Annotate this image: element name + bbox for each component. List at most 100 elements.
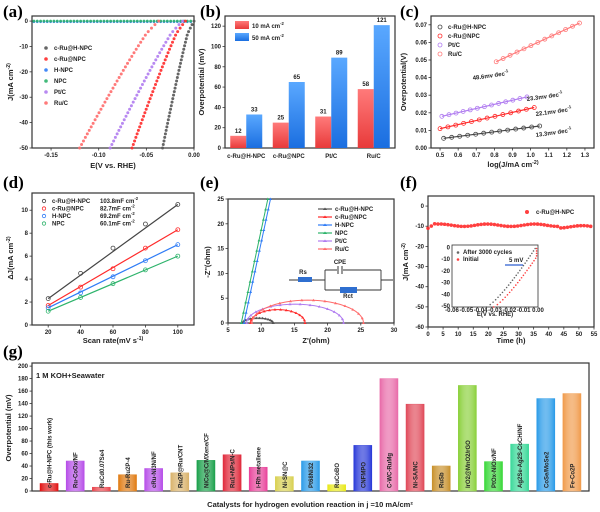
data-point <box>334 301 338 305</box>
data-point <box>568 224 573 229</box>
inset-data-point <box>507 284 510 286</box>
category-label: RuCd0.07Se4 <box>100 449 106 488</box>
bar <box>272 122 289 148</box>
data-point <box>169 44 173 48</box>
inset-data-point <box>534 247 536 250</box>
data-point <box>152 61 156 65</box>
x-tick-label: 0.00 <box>188 153 200 159</box>
data-point <box>245 321 249 324</box>
x-tick-label: -0.15 <box>44 153 58 159</box>
legend-marker <box>44 68 48 72</box>
data-point <box>449 223 454 227</box>
data-point <box>159 68 163 72</box>
data-point <box>109 90 113 94</box>
data-point <box>343 304 347 308</box>
data-point <box>521 46 527 52</box>
data-point <box>469 224 473 228</box>
data-point <box>175 253 181 259</box>
data-point <box>52 19 56 23</box>
data-point <box>137 90 141 94</box>
data-point <box>562 225 566 230</box>
data-point <box>168 111 172 115</box>
bar-value-label: 33 <box>251 107 258 113</box>
data-point <box>135 132 139 136</box>
data-point <box>112 139 116 143</box>
y-tick-label: 180 <box>18 377 29 383</box>
data-point <box>81 139 85 143</box>
category-label: RuCoBO <box>335 463 341 488</box>
legend-marker <box>323 247 327 250</box>
fit-line <box>441 96 528 117</box>
data-point <box>149 26 153 30</box>
data-point <box>570 23 575 29</box>
data-point <box>251 280 255 283</box>
bar-highlight <box>196 460 215 491</box>
data-point <box>500 56 506 61</box>
inset-data-point <box>529 264 532 267</box>
inset-data-point <box>510 289 513 291</box>
data-point <box>166 37 170 41</box>
y-tick-label: -50 <box>415 305 424 311</box>
y-tick-label: -60 <box>415 325 424 331</box>
data-point <box>503 99 509 105</box>
data-point <box>136 44 140 48</box>
panel-label: (g) <box>3 342 23 361</box>
data-point <box>134 135 138 139</box>
category-label: CoSe/MoSe2 <box>544 451 550 488</box>
data-point <box>139 121 143 125</box>
data-point <box>177 68 181 72</box>
data-point <box>165 125 169 129</box>
inset-data-point <box>505 286 508 289</box>
inset-data-point <box>520 267 523 269</box>
x-tick-label: 10 <box>258 328 265 334</box>
data-point <box>128 58 132 62</box>
inset-x-tick: -0.03 <box>488 308 502 314</box>
data-point <box>162 44 166 48</box>
resistor-rct <box>340 287 357 293</box>
resistor-rs <box>298 277 312 282</box>
x-tick-label: 55 <box>591 332 598 338</box>
y-tick-label: 0.05 <box>415 58 427 64</box>
data-point <box>436 222 440 226</box>
data-point <box>489 102 494 108</box>
data-point <box>537 123 543 129</box>
data-point <box>115 132 119 136</box>
category-label: IrO2@MnO2/rGO <box>466 440 472 488</box>
bar-highlight <box>170 472 189 491</box>
inset-data-point <box>515 274 518 277</box>
data-point <box>124 114 128 118</box>
plot-frame <box>427 195 595 328</box>
data-point <box>93 118 97 122</box>
y-tick-label: 4 <box>25 277 29 283</box>
data-point <box>271 321 275 324</box>
data-point <box>273 308 277 311</box>
data-point <box>147 100 151 104</box>
plot-frame <box>31 15 195 149</box>
inset-data-point <box>531 252 533 255</box>
y-tick-label: 6 <box>25 254 29 260</box>
slope-annotation: 48.6mv dec-1 <box>472 68 510 82</box>
data-point <box>555 224 560 229</box>
data-point <box>251 316 255 320</box>
data-point <box>565 225 570 230</box>
data-point <box>446 222 450 227</box>
data-point <box>45 305 51 311</box>
x-tick-label: 0.7 <box>472 153 481 159</box>
plot-frame <box>224 15 396 149</box>
data-point <box>495 223 500 227</box>
data-point <box>469 119 474 124</box>
data-point <box>82 19 86 23</box>
data-point <box>467 107 473 113</box>
data-point <box>266 207 270 211</box>
data-point <box>97 111 101 115</box>
data-point <box>177 23 181 27</box>
inset-data-point <box>518 279 521 281</box>
y-tick-label: -50 <box>19 146 28 152</box>
data-point <box>123 65 127 69</box>
data-point <box>105 19 109 23</box>
y-tick-label: 140 <box>18 402 29 408</box>
data-point <box>172 90 176 94</box>
data-point <box>531 105 537 110</box>
data-point <box>502 224 507 228</box>
data-point <box>117 128 121 132</box>
